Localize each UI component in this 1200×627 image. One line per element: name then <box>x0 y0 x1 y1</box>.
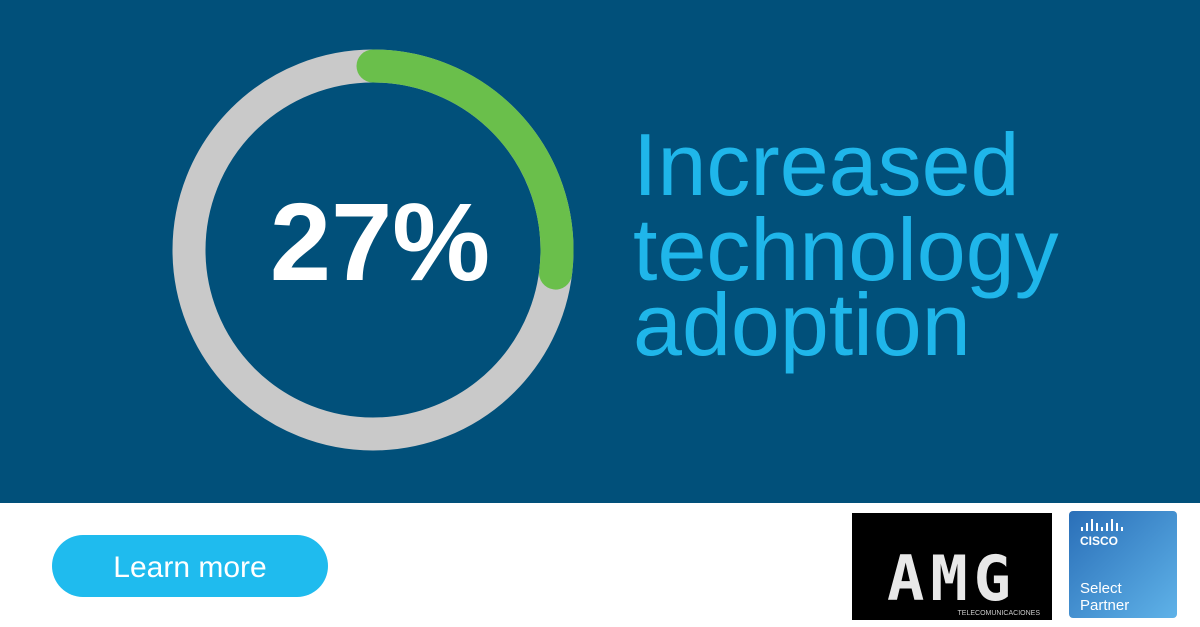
amg-subtitle: TELECOMUNICACIONES <box>958 610 1041 617</box>
cisco-logo <box>1069 511 1177 618</box>
amg-text: AMG <box>887 542 1017 615</box>
cisco-bars <box>1081 519 1123 531</box>
button-bg[interactable] <box>52 535 328 597</box>
button-label[interactable]: Learn more <box>113 551 266 584</box>
gauge-arc <box>356 49 574 290</box>
cisco-brand: CISCO <box>1080 534 1118 548</box>
learn-more-button[interactable]: Learn more <box>52 535 328 597</box>
gauge <box>356 49 574 290</box>
headline-line: Increased <box>633 115 1019 214</box>
amg-logo <box>852 513 1052 620</box>
cisco-line: Partner <box>1080 597 1129 614</box>
headline-line: technology <box>633 200 1059 299</box>
cisco-line: Select <box>1080 580 1123 597</box>
stat-label: 27% <box>270 181 490 304</box>
headline-line: adoption <box>633 275 971 374</box>
